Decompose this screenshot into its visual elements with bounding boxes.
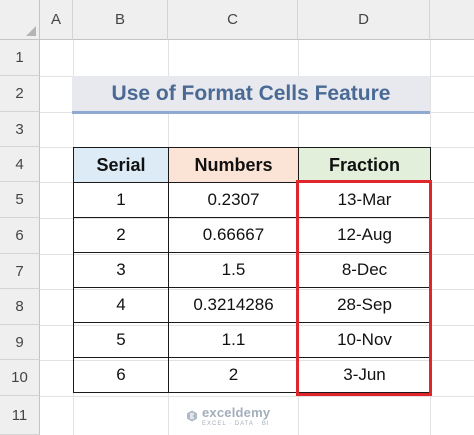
fraction-cell[interactable]: 13-Mar <box>298 182 431 218</box>
row-header-7[interactable]: 7 <box>0 254 40 289</box>
header-cell-serial[interactable]: Serial <box>73 147 169 183</box>
fraction-cell[interactable]: 3-Jun <box>298 357 431 393</box>
data-table: Serial Numbers Fraction 1 0.2307 13-Mar … <box>73 147 431 393</box>
column-header-blank[interactable] <box>430 0 474 40</box>
row-header-6[interactable]: 6 <box>0 218 40 254</box>
watermark-tagline: EXCEL · DATA · BI <box>202 421 270 427</box>
title-underline <box>72 111 430 114</box>
row-header-8[interactable]: 8 <box>0 289 40 325</box>
row-header-10[interactable]: 10 <box>0 360 40 396</box>
watermark-name: exceldemy <box>202 405 271 420</box>
watermark-text: exceldemy EXCEL · DATA · BI <box>202 404 270 427</box>
row-header-3[interactable]: 3 <box>0 112 40 147</box>
serial-cell[interactable]: 1 <box>73 182 169 218</box>
serial-cell[interactable]: 6 <box>73 357 169 393</box>
numbers-cell[interactable]: 0.2307 <box>168 182 299 218</box>
serial-cell[interactable]: 2 <box>73 217 169 253</box>
column-header-c[interactable]: C <box>168 0 298 40</box>
table-row: 1 0.2307 13-Mar <box>73 182 431 218</box>
table-row: 4 0.3214286 28-Sep <box>73 287 431 323</box>
column-header-d[interactable]: D <box>298 0 430 40</box>
select-all-corner[interactable] <box>0 0 40 40</box>
header-cell-numbers[interactable]: Numbers <box>168 147 299 183</box>
table-row: 2 0.66667 12-Aug <box>73 217 431 253</box>
column-header-b[interactable]: B <box>73 0 168 40</box>
fraction-cell[interactable]: 28-Sep <box>298 287 431 323</box>
serial-cell[interactable]: 5 <box>73 322 169 358</box>
numbers-cell[interactable]: 2 <box>168 357 299 393</box>
select-all-triangle-icon <box>26 26 36 36</box>
numbers-cell[interactable]: 1.1 <box>168 322 299 358</box>
numbers-cell[interactable]: 0.3214286 <box>168 287 299 323</box>
fraction-cell[interactable]: 8-Dec <box>298 252 431 288</box>
table-header-row: Serial Numbers Fraction <box>73 147 431 183</box>
row-header-11[interactable]: 11 <box>0 396 40 435</box>
gridline <box>40 396 474 397</box>
numbers-cell[interactable]: 1.5 <box>168 252 299 288</box>
column-header-a[interactable]: A <box>40 0 73 40</box>
row-header-9[interactable]: 9 <box>0 325 40 360</box>
numbers-cell[interactable]: 0.66667 <box>168 217 299 253</box>
row-header-2[interactable]: 2 <box>0 76 40 112</box>
row-header-1[interactable]: 1 <box>0 40 40 76</box>
exceldemy-logo-icon <box>187 410 197 421</box>
serial-cell[interactable]: 4 <box>73 287 169 323</box>
table-row: 6 2 3-Jun <box>73 357 431 393</box>
header-cell-fraction[interactable]: Fraction <box>298 147 431 183</box>
highlight-box <box>296 180 432 396</box>
sheet-title-cell[interactable]: Use of Format Cells Feature <box>72 76 430 112</box>
watermark: exceldemy EXCEL · DATA · BI <box>186 404 270 427</box>
serial-cell[interactable]: 3 <box>73 252 169 288</box>
row-header-4[interactable]: 4 <box>0 147 40 182</box>
row-header-5[interactable]: 5 <box>0 182 40 218</box>
